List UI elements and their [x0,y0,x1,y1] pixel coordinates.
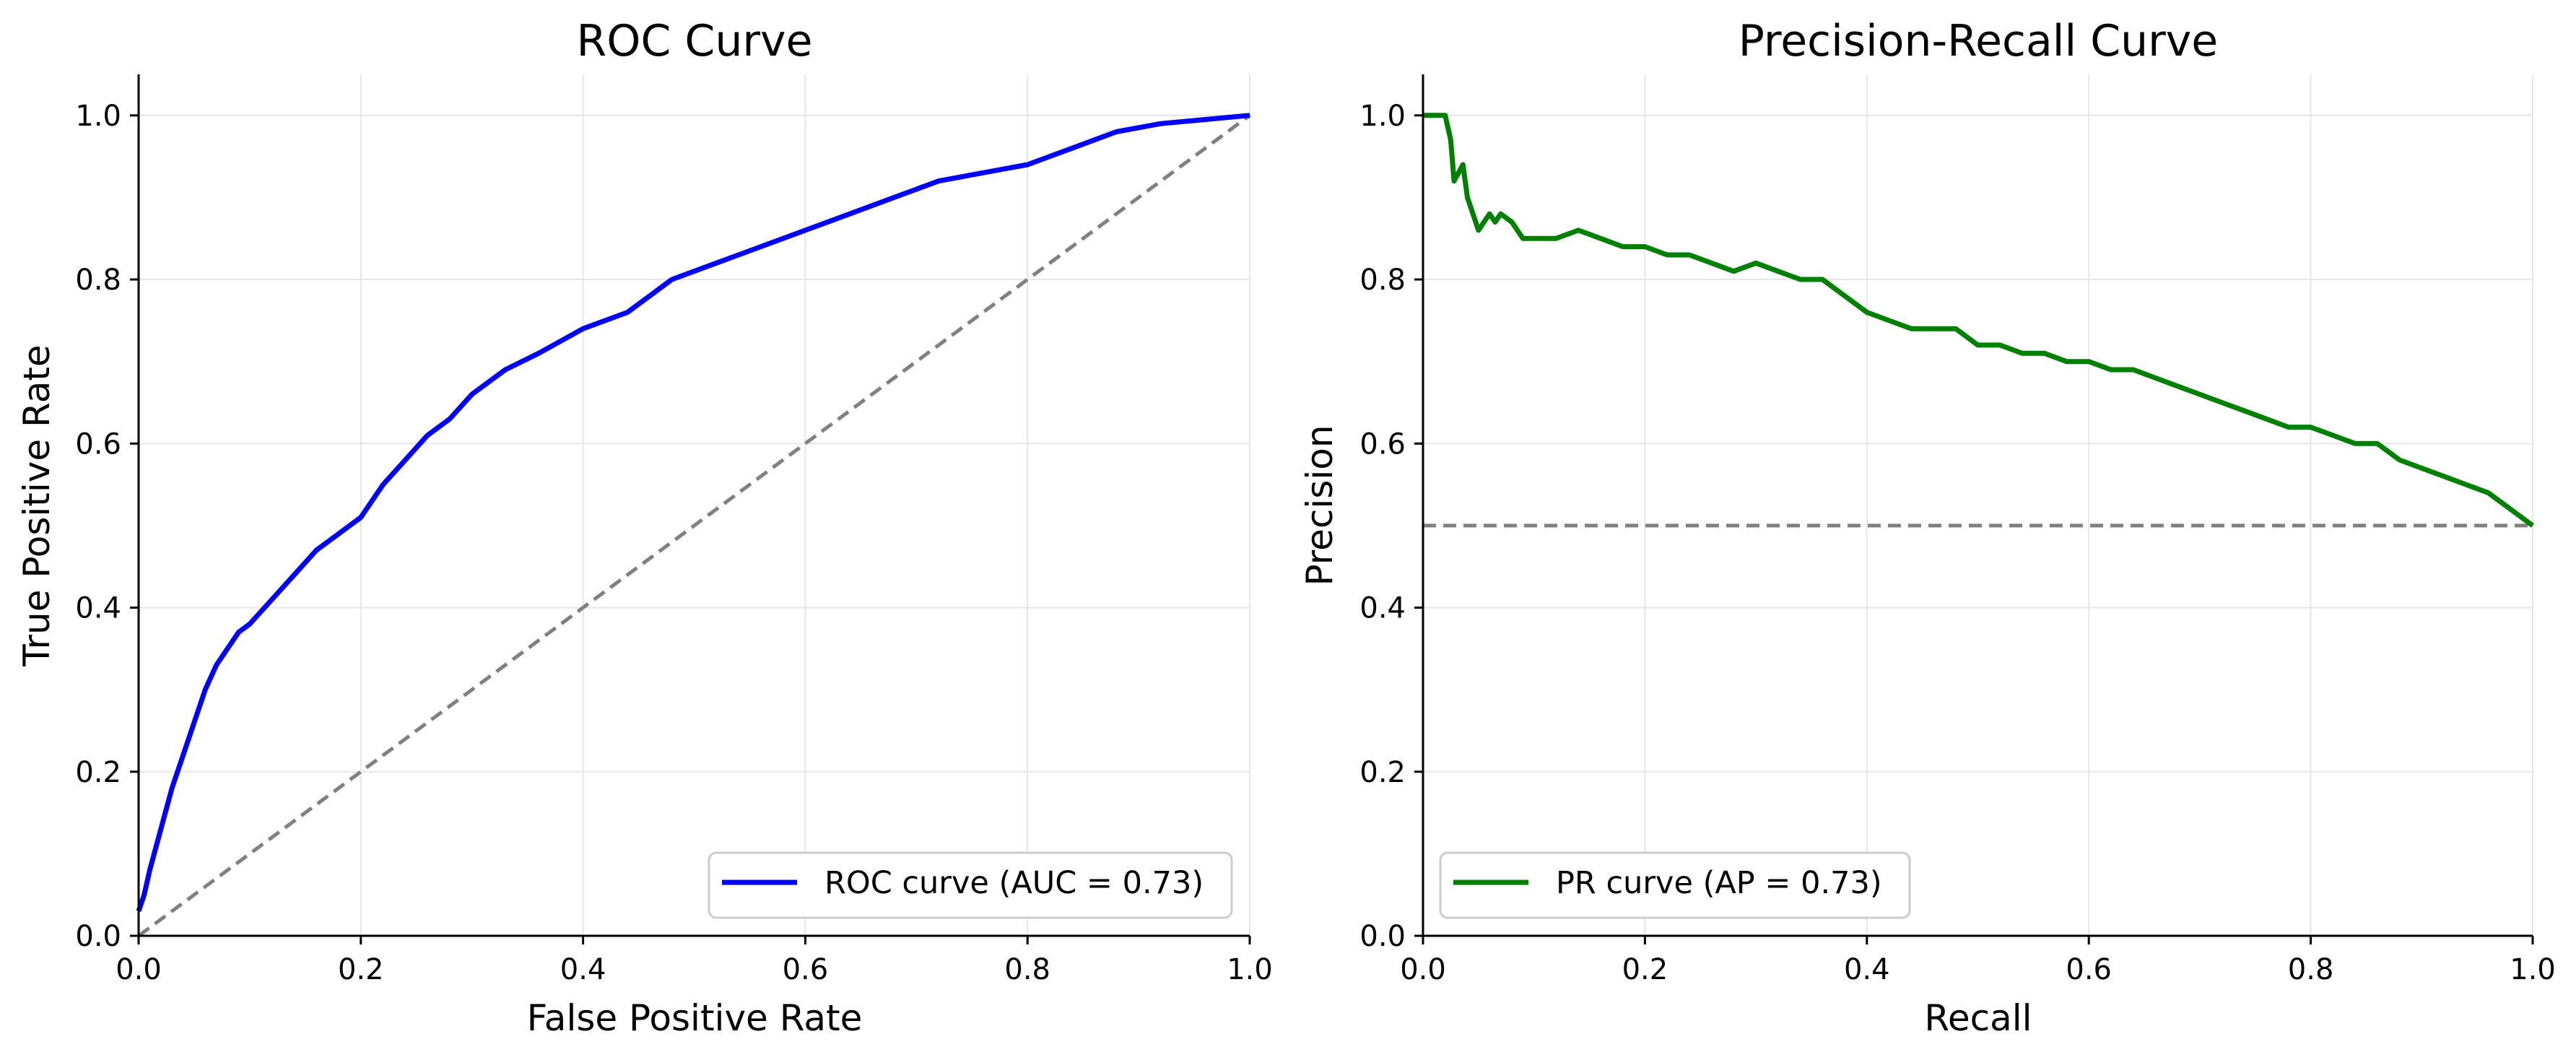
roc-y-ticks: 0.0 0.2 0.4 0.6 0.8 1.0 [75,100,139,953]
roc-x-axis-label: False Positive Rate [527,997,863,1039]
pr-legend-box [1439,851,1911,919]
roc-y-tick-label: 0.2 [75,756,121,789]
pr-x-axis-label: Recall [1924,997,2032,1039]
roc-series-layer [136,113,1251,938]
roc-x-tick-label: 1.0 [1227,953,1273,986]
roc-curve-series [136,113,1250,913]
pr-y-axis-label: Precision [1299,425,1341,586]
pr-x-tick-label: 1.0 [2510,953,2556,986]
pr-y-tick-label: 0.6 [1359,427,1406,461]
pr-x-ticks: 0.0 0.2 0.4 0.6 0.8 1.0 [1400,936,2556,986]
pr-panel: Precision-Recall Curve 0.0 0.2 0.4 0.6 0.8 1.… [1299,16,2556,1039]
roc-x-ticks: 0.0 0.2 0.4 0.6 0.8 1.0 [116,936,1273,986]
pr-y-tick-label: 0.0 [1359,920,1406,953]
pr-series-layer [1423,113,2535,528]
roc-y-tick-label: 0.6 [75,427,121,461]
roc-x-tick-label: 0.2 [338,953,384,986]
roc-legend-box [708,851,1233,919]
roc-x-tick-label: 0.6 [783,953,829,986]
pr-y-tick-label: 1.0 [1359,100,1406,133]
pr-x-tick-label: 0.8 [2288,953,2334,986]
pr-x-tick-label: 0.0 [1400,953,1446,986]
pr-legend-label: PR curve (AP = 0.73) [1556,865,1882,901]
roc-legend-label: ROC curve (AUC = 0.73) [824,865,1204,901]
pr-y-tick-label: 0.4 [1359,592,1406,625]
roc-y-tick-label: 1.0 [75,100,121,133]
roc-y-tick-label: 0.8 [75,264,121,297]
pr-x-tick-label: 0.6 [2066,953,2112,986]
roc-legend: ROC curve (AUC = 0.73) [708,851,1233,919]
roc-title: ROC Curve [577,16,813,66]
pr-y-tick-label: 0.2 [1359,756,1406,789]
pr-y-tick-label: 0.8 [1359,264,1406,297]
pr-title: Precision-Recall Curve [1739,16,2218,66]
roc-y-tick-label: 0.0 [75,920,121,953]
pr-curve-series [1423,113,2535,528]
roc-x-tick-label: 0.0 [116,953,162,986]
roc-y-axis-label: True Positive Rate [16,344,58,666]
roc-x-tick-label: 0.8 [1004,953,1050,986]
pr-legend: PR curve (AP = 0.73) [1439,851,1911,919]
roc-grid [138,74,1250,937]
pr-x-tick-label: 0.4 [1844,953,1890,986]
pr-grid [1422,74,2533,937]
roc-panel: ROC Curve 0.0 0.2 0.4 0.6 0.8 1.0 0.00.20.40.… [16,16,1273,1039]
pr-x-tick-label: 0.2 [1622,953,1668,986]
roc-x-tick-label: 0.4 [560,953,606,986]
roc-y-tick-label: 0.4 [75,592,121,625]
roc-baseline-series [137,113,1251,938]
pr-y-ticks: 0.0 0.2 0.4 0.6 0.8 1.0 [1359,100,1423,953]
